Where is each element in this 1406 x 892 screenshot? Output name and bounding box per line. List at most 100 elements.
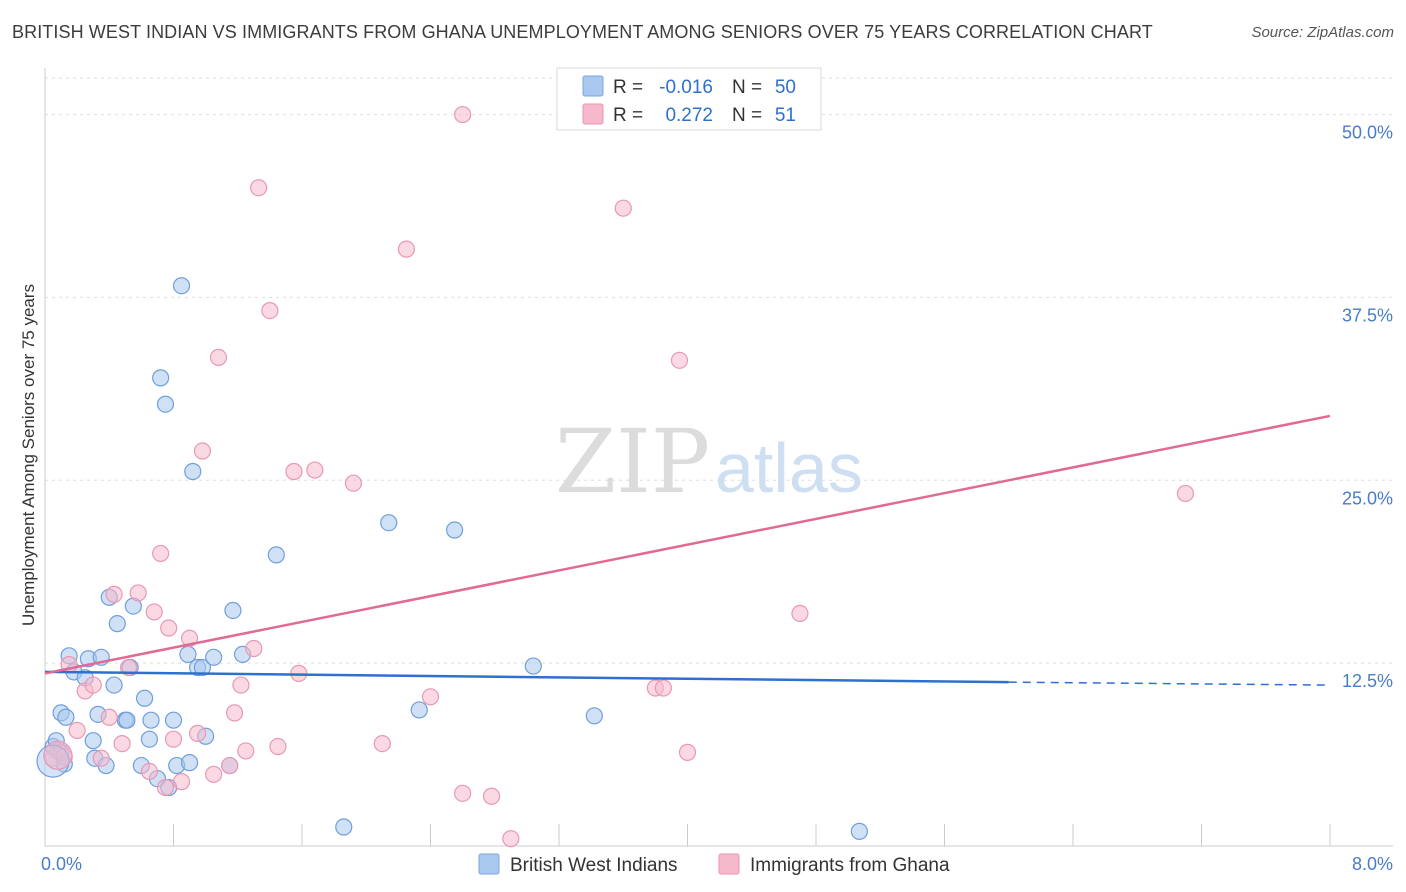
chart-source: Source: ZipAtlas.com — [1251, 24, 1394, 41]
point-immigrants-from-ghana — [92, 749, 110, 767]
point-immigrants-from-ghana — [614, 199, 632, 217]
trend-line-british-west-indians — [44, 670, 1009, 684]
point-immigrants-from-ghana — [454, 784, 472, 802]
legend-r-label-pink: R = — [613, 105, 643, 126]
point-british-west-indians — [585, 707, 603, 725]
correlation-legend: R = -0.016 N = 50 R = 0.272 N = 51 — [556, 67, 822, 131]
legend-swatch-pink — [582, 103, 604, 125]
tick-labels: 12.5% 25.0% 37.5% 50.0% 0.0% 8.0% — [41, 123, 1393, 874]
point-british-west-indians — [172, 277, 191, 295]
point-british-west-indians — [267, 546, 285, 564]
point-immigrants-from-ghana — [454, 105, 472, 124]
point-british-west-indians — [205, 648, 223, 666]
point-british-west-indians — [224, 601, 242, 620]
point-immigrants-from-ghana — [113, 734, 131, 753]
point-british-west-indians — [445, 521, 464, 539]
point-british-west-indians — [135, 689, 154, 707]
point-immigrants-from-ghana — [152, 544, 170, 563]
point-immigrants-from-ghana — [180, 629, 199, 647]
point-british-west-indians — [57, 708, 75, 726]
series-legend-swatch-pink — [718, 853, 740, 875]
point-immigrants-from-ghana — [129, 584, 147, 602]
point-immigrants-from-ghana — [421, 688, 440, 706]
point-immigrants-from-ghana — [654, 679, 673, 697]
point-british-west-indians — [105, 676, 123, 694]
point-british-west-indians — [184, 462, 202, 481]
x-tick-label: 8.0% — [1352, 854, 1393, 874]
point-immigrants-from-ghana — [145, 603, 163, 621]
point-british-west-indians — [140, 730, 159, 748]
point-immigrants-from-ghana — [209, 348, 228, 367]
data-points — [36, 105, 1195, 848]
point-cluster-immigrants-from-ghana — [43, 740, 73, 770]
point-british-west-indians — [152, 369, 170, 387]
chart-title: BRITISH WEST INDIAN VS IMMIGRANTS FROM G… — [12, 22, 1153, 42]
point-immigrants-from-ghana — [306, 461, 324, 479]
legend-r-label-blue: R = — [613, 77, 643, 98]
legend-r-value-pink: 0.272 — [665, 105, 713, 126]
point-immigrants-from-ghana — [502, 830, 520, 848]
point-immigrants-from-ghana — [245, 639, 263, 658]
trend-line-immigrants-from-ghana — [44, 414, 1331, 675]
point-immigrants-from-ghana — [140, 762, 159, 780]
point-british-west-indians — [850, 822, 868, 840]
point-immigrants-from-ghana — [156, 778, 175, 797]
point-immigrants-from-ghana — [221, 756, 239, 775]
legend-n-label-blue: N = — [732, 77, 762, 98]
point-immigrants-from-ghana — [261, 301, 279, 320]
series-legend-swatch-blue — [478, 853, 500, 875]
series-legend-label-pink: Immigrants from Ghana — [750, 855, 950, 876]
point-british-west-indians — [118, 711, 136, 729]
point-british-west-indians — [193, 658, 212, 677]
point-british-west-indians — [524, 657, 542, 675]
point-british-west-indians — [142, 711, 160, 729]
point-british-west-indians — [84, 732, 102, 750]
point-immigrants-from-ghana — [482, 787, 501, 805]
y-tick-label: 12.5% — [1342, 671, 1393, 691]
point-immigrants-from-ghana — [1176, 484, 1195, 503]
y-axis-title: Unemployment Among Seniors over 75 years — [19, 284, 38, 626]
point-british-west-indians — [164, 711, 183, 729]
point-immigrants-from-ghana — [188, 724, 207, 742]
watermark: ZIP atlas — [555, 410, 863, 513]
legend-r-value-blue: -0.016 — [659, 77, 713, 98]
watermark-atlas: atlas — [715, 429, 863, 507]
y-tick-label: 37.5% — [1342, 305, 1393, 325]
point-immigrants-from-ghana — [205, 765, 223, 783]
legend-n-value-blue: 50 — [775, 77, 796, 98]
point-immigrants-from-ghana — [100, 708, 118, 726]
point-immigrants-from-ghana — [84, 676, 102, 694]
trend-lines — [44, 414, 1331, 686]
y-tick-label: 50.0% — [1342, 123, 1393, 143]
point-british-west-indians — [180, 754, 199, 772]
trend-line-extension-british-west-indians — [1008, 681, 1331, 686]
point-immigrants-from-ghana — [232, 676, 250, 694]
point-immigrants-from-ghana — [237, 742, 255, 760]
point-immigrants-from-ghana — [269, 737, 287, 756]
watermark-zip: ZIP — [555, 410, 710, 513]
point-immigrants-from-ghana — [344, 474, 362, 492]
point-british-west-indians — [108, 615, 126, 633]
point-immigrants-from-ghana — [373, 734, 391, 753]
point-immigrants-from-ghana — [105, 585, 123, 603]
axes — [44, 68, 1393, 847]
point-immigrants-from-ghana — [285, 462, 303, 481]
point-british-west-indians — [380, 514, 398, 532]
point-immigrants-from-ghana — [160, 619, 178, 637]
legend-swatch-blue — [582, 75, 604, 97]
legend-n-label-pink: N = — [732, 105, 762, 126]
point-immigrants-from-ghana — [791, 604, 809, 623]
point-immigrants-from-ghana — [225, 704, 244, 722]
legend-n-value-pink: 51 — [775, 105, 796, 126]
y-tick-label: 25.0% — [1342, 488, 1393, 508]
point-british-west-indians — [335, 818, 353, 836]
point-immigrants-from-ghana — [172, 773, 191, 791]
point-immigrants-from-ghana — [164, 730, 183, 748]
series-legend: British West Indians Immigrants from Gha… — [478, 853, 950, 876]
x-tick-label: 0.0% — [41, 854, 82, 874]
series-legend-label-blue: British West Indians — [510, 855, 678, 876]
point-immigrants-from-ghana — [250, 179, 268, 197]
point-british-west-indians — [410, 701, 428, 719]
gridlines — [45, 77, 1393, 664]
